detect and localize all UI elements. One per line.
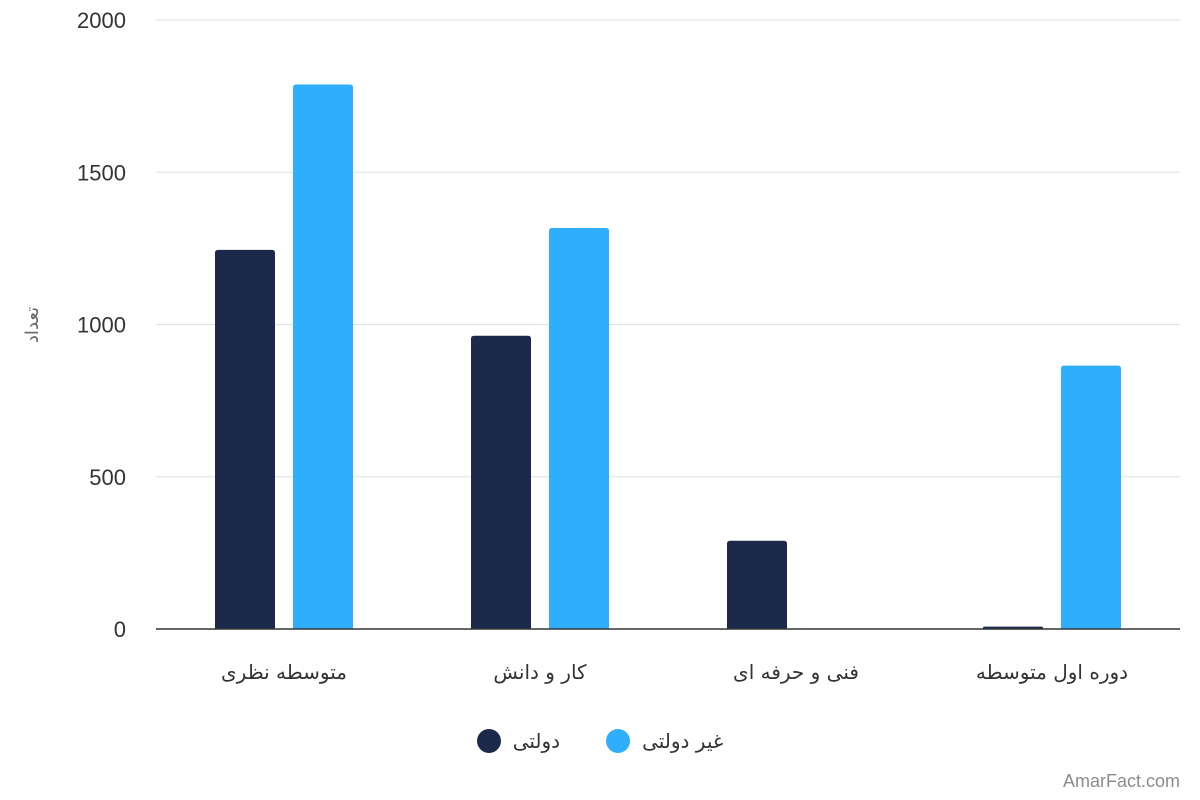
x-axis-categories: متوسطه نظری کار و دانش فنی و حرفه ای دوره ا… bbox=[221, 660, 1128, 684]
legend-dot-public bbox=[476, 729, 501, 753]
bar-public bbox=[727, 540, 787, 629]
x-tick-label: متوسطه نظری bbox=[221, 660, 347, 684]
watermark: AmarFact.com bbox=[1062, 771, 1180, 791]
legend: دولتی غیر دولتی bbox=[0, 726, 1200, 756]
bars bbox=[215, 84, 1121, 629]
legend-dot-private bbox=[606, 729, 631, 753]
x-tick-label: فنی و حرفه ای bbox=[733, 660, 859, 684]
x-tick-label: کار و دانش bbox=[493, 660, 587, 684]
legend-label-public: دولتی bbox=[512, 729, 561, 753]
x-tick-label: دوره اول متوسطه bbox=[976, 660, 1128, 684]
y-tick-label: 1000 bbox=[77, 313, 126, 338]
bar-private bbox=[293, 84, 353, 629]
bar-private bbox=[1061, 365, 1121, 629]
legend-item-private[interactable]: غیر دولتی bbox=[606, 729, 723, 753]
y-tick-label: 2000 bbox=[77, 8, 126, 33]
y-axis-label: تعداد bbox=[22, 307, 43, 343]
legend-item-public[interactable]: دولتی bbox=[476, 729, 561, 753]
y-tick-label: 500 bbox=[89, 465, 126, 490]
bar-public bbox=[215, 249, 275, 629]
y-axis-ticks: 0 500 1000 1500 2000 bbox=[77, 8, 126, 642]
legend-label-private: غیر دولتی bbox=[642, 729, 724, 753]
y-tick-label: 1500 bbox=[77, 160, 126, 185]
bar-public bbox=[471, 335, 531, 629]
bar-private bbox=[549, 227, 609, 629]
bar-chart: 0 500 1000 1500 2000 تعداد متوسطه نظری کار و … bbox=[22, 8, 1180, 684]
y-tick-label: 0 bbox=[114, 617, 126, 642]
